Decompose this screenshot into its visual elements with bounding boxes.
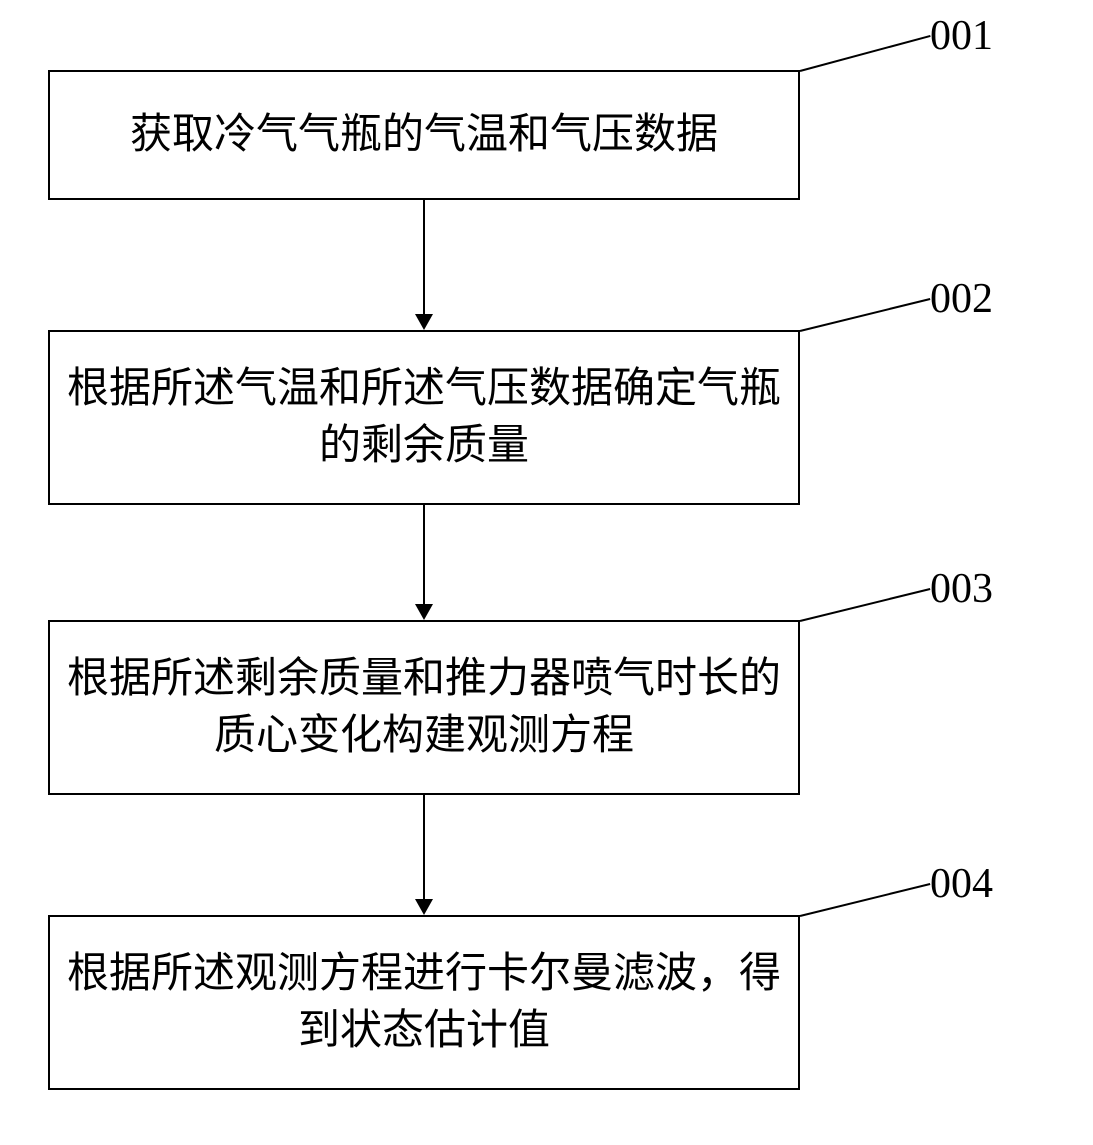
callout-line-n1 <box>800 35 931 72</box>
flowchart-node-label-n3: 003 <box>930 565 993 613</box>
flowchart-node-n3: 根据所述剩余质量和推力器喷气时长的质心变化构建观测方程 <box>48 620 800 795</box>
flowchart-node-text: 根据所述观测方程进行卡尔曼滤波，得到状态估计值 <box>60 946 788 1059</box>
flowchart-node-n4: 根据所述观测方程进行卡尔曼滤波，得到状态估计值 <box>48 915 800 1090</box>
flowchart-node-text: 根据所述气温和所述气压数据确定气瓶的剩余质量 <box>60 361 788 474</box>
flowchart-canvas: 获取冷气气瓶的气温和气压数据 001 根据所述气温和所述气压数据确定气瓶的剩余质量 0… <box>0 0 1093 1145</box>
flowchart-node-label-n4: 004 <box>930 860 993 908</box>
flowchart-edge-n1-n2 <box>423 200 425 314</box>
flowchart-node-text: 根据所述剩余质量和推力器喷气时长的质心变化构建观测方程 <box>60 651 788 764</box>
flowchart-node-n1: 获取冷气气瓶的气温和气压数据 <box>48 70 800 200</box>
flowchart-node-n2: 根据所述气温和所述气压数据确定气瓶的剩余质量 <box>48 330 800 505</box>
arrowhead-icon <box>415 314 433 330</box>
callout-line-n4 <box>800 883 930 917</box>
flowchart-node-text: 获取冷气气瓶的气温和气压数据 <box>130 107 718 164</box>
flowchart-edge-n3-n4 <box>423 795 425 899</box>
arrowhead-icon <box>415 899 433 915</box>
arrowhead-icon <box>415 604 433 620</box>
flowchart-node-label-n1: 001 <box>930 12 993 60</box>
flowchart-node-label-n2: 002 <box>930 275 993 323</box>
flowchart-edge-n2-n3 <box>423 505 425 604</box>
callout-line-n2 <box>800 298 930 332</box>
callout-line-n3 <box>800 588 930 622</box>
